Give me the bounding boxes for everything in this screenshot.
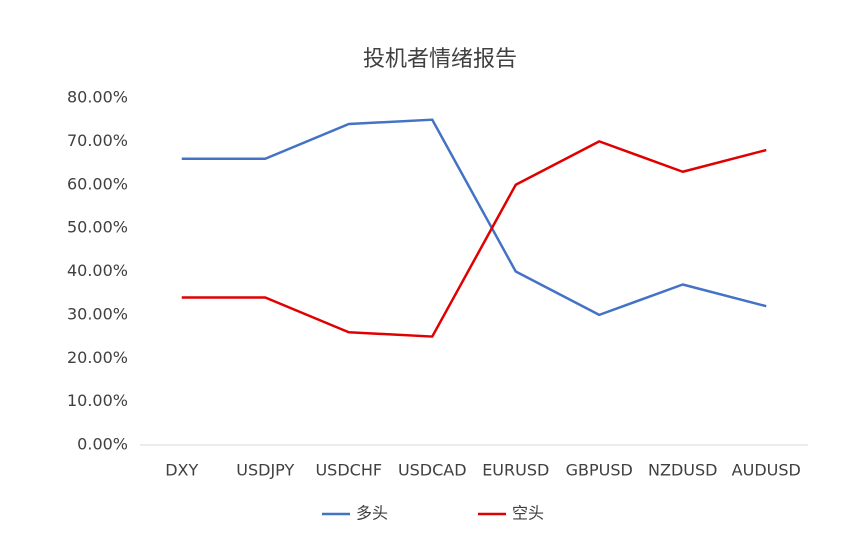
x-tick-label: AUDUSD [732, 461, 801, 480]
x-tick-label: USDCHF [315, 461, 382, 480]
y-tick-label: 0.00% [77, 435, 128, 454]
x-tick-label: USDCAD [398, 461, 467, 480]
x-tick-label: EURUSD [482, 461, 549, 480]
x-tick-label: DXY [165, 461, 198, 480]
legend-label: 多头 [356, 504, 388, 523]
y-tick-label: 80.00% [67, 88, 128, 107]
y-tick-label: 10.00% [67, 391, 128, 410]
y-tick-label: 60.00% [67, 174, 128, 193]
series-line [181, 140, 767, 338]
legend-label: 空头 [512, 504, 544, 523]
series-line [181, 118, 767, 317]
y-tick-label: 20.00% [67, 348, 128, 367]
x-tick-label: NZDUSD [648, 461, 717, 480]
y-tick-label: 30.00% [67, 304, 128, 323]
chart-title: 投机者情绪报告 [363, 47, 517, 72]
x-tick-label: GBPUSD [566, 461, 633, 480]
y-tick-label: 50.00% [67, 218, 128, 237]
y-tick-label: 70.00% [67, 131, 128, 150]
x-tick-label: USDJPY [236, 461, 294, 480]
y-tick-label: 40.00% [67, 261, 128, 280]
